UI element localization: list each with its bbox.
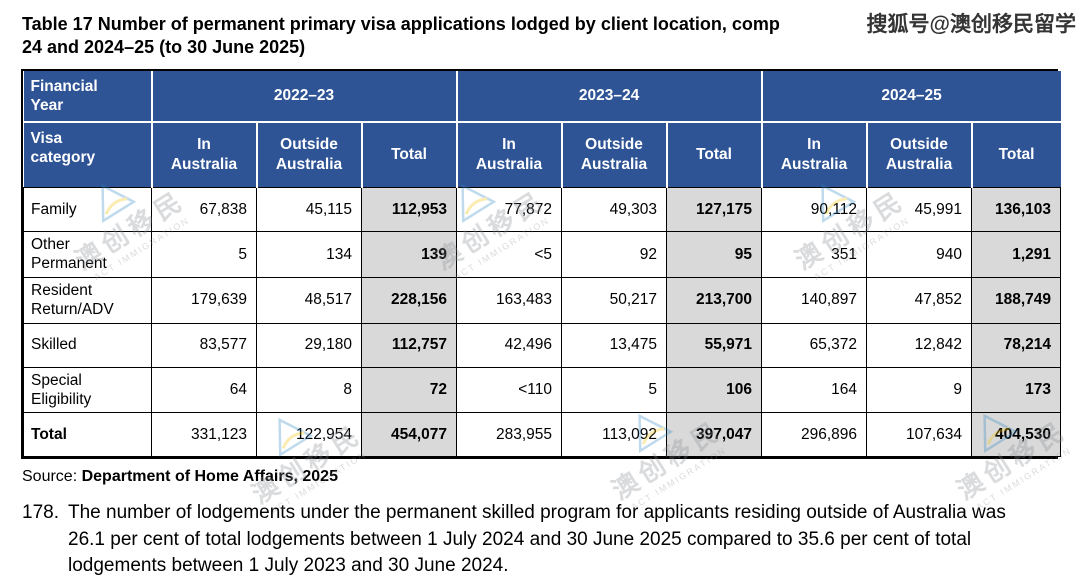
data-cell: 12,842 [866, 322, 973, 368]
data-cell-total: 95 [666, 231, 763, 278]
data-cell: 164 [761, 366, 868, 414]
data-cell: 49,303 [561, 187, 668, 233]
data-cell: 179,639 [151, 276, 257, 324]
data-cell: 13,475 [561, 322, 668, 368]
data-cell-total: 55,971 [666, 322, 763, 368]
paragraph-number: 178. [22, 502, 59, 524]
header-in-australia-2022: In Australia [150, 121, 257, 188]
data-cell: <5 [456, 231, 563, 278]
header-visa-category: Visa category [23, 121, 152, 188]
data-cell: 45,991 [866, 187, 973, 233]
data-cell: 77,872 [456, 187, 563, 233]
header-row-columns: Visa category In Australia Outside Austr… [23, 121, 1061, 188]
data-cell: 113,092 [561, 412, 668, 458]
data-cell: 283,955 [456, 412, 563, 458]
table-row-resident-return: Resident Return/ADV 179,639 48,517 228,1… [23, 276, 1062, 324]
data-cell: 5 [151, 231, 257, 278]
header-total-2023: Total [665, 121, 762, 188]
header-year-2022-23: 2022–23 [150, 70, 457, 123]
data-cell: 140,897 [761, 276, 868, 324]
data-cell: 90,112 [761, 187, 868, 233]
data-cell-total: 72 [360, 366, 458, 414]
row-label: Skilled [23, 322, 152, 368]
data-cell-total: 127,175 [666, 187, 763, 233]
visa-table-wrapper: Financial Year 2022–23 2023–24 2024–25 V… [21, 68, 1062, 460]
data-cell-total: 213,700 [666, 276, 763, 324]
data-cell-total: 106 [666, 366, 763, 414]
data-cell: 940 [866, 231, 973, 278]
source-prefix: Source: [22, 468, 78, 486]
table-row-other-permanent: Other Permanent 5 134 139 <5 92 95 351 9… [23, 231, 1062, 278]
data-cell: 134 [256, 231, 362, 278]
data-cell-total: 112,953 [360, 187, 458, 233]
data-cell: 5 [561, 366, 668, 414]
table-row-total: Total 331,123 122,954 454,077 283,955 11… [23, 412, 1062, 458]
data-cell-total: 404,530 [971, 412, 1062, 458]
visa-applications-table: Financial Year 2022–23 2023–24 2024–25 V… [23, 70, 1062, 458]
data-cell: 92 [561, 231, 668, 278]
data-cell-total: 228,156 [360, 276, 458, 324]
data-cell: 65,372 [761, 322, 868, 368]
header-outside-australia-2022: Outside Australia [255, 121, 362, 188]
header-row-years: Financial Year 2022–23 2023–24 2024–25 [23, 70, 1061, 123]
data-cell: 351 [761, 231, 868, 278]
data-cell: 331,123 [151, 412, 257, 458]
header-outside-australia-2023: Outside Australia [560, 121, 667, 188]
table-row-special-eligibility: Special Eligibility 64 8 72 <110 5 106 1… [23, 366, 1062, 414]
table-title-line2: 24 and 2024–25 (to 30 June 2025) [22, 37, 306, 58]
header-total-2022: Total [360, 121, 457, 188]
data-cell: 42,496 [456, 322, 563, 368]
header-in-australia-2024: In Australia [760, 121, 867, 188]
data-cell: 64 [151, 366, 257, 414]
data-cell-total: 136,103 [971, 187, 1062, 233]
row-label: Family [23, 187, 152, 233]
data-cell: 107,634 [866, 412, 973, 458]
table-row-skilled: Skilled 83,577 29,180 112,757 42,496 13,… [23, 322, 1062, 368]
header-outside-australia-2024: Outside Australia [865, 121, 972, 188]
data-cell: 47,852 [866, 276, 973, 324]
data-cell: <110 [456, 366, 563, 414]
paragraph-text: The number of lodgements under the perma… [68, 502, 1006, 576]
data-cell-total: 173 [971, 366, 1062, 414]
data-cell: 83,577 [151, 322, 257, 368]
paragraph-178: 178. The number of lodgements under the … [22, 500, 1058, 579]
data-cell: 296,896 [761, 412, 868, 458]
data-cell-total: 78,214 [971, 322, 1062, 368]
header-year-2024-25: 2024–25 [760, 70, 1061, 123]
data-cell-total: 112,757 [360, 322, 458, 368]
data-cell-total: 139 [360, 231, 458, 278]
row-label: Total [23, 412, 152, 458]
data-cell-total: 454,077 [360, 412, 458, 458]
data-cell: 8 [256, 366, 362, 414]
data-cell: 122,954 [256, 412, 362, 458]
data-cell: 9 [866, 366, 973, 414]
table-title-line1: Table 17 Number of permanent primary vis… [22, 14, 780, 34]
data-cell: 29,180 [256, 322, 362, 368]
row-label: Special Eligibility [23, 366, 152, 414]
data-cell: 50,217 [561, 276, 668, 324]
header-total-2024: Total [970, 121, 1061, 188]
document-page: Table 17 Number of permanent primary vis… [21, 13, 1062, 576]
source-line: Source: Department of Home Affairs, 2025 [22, 468, 1058, 486]
data-cell: 163,483 [456, 276, 563, 324]
row-label: Other Permanent [23, 231, 152, 278]
header-in-australia-2023: In Australia [455, 121, 562, 188]
data-cell: 45,115 [256, 187, 362, 233]
header-year-2023-24: 2023–24 [455, 70, 762, 123]
header-financial-year: Financial Year [23, 70, 152, 123]
data-cell-total: 188,749 [971, 276, 1062, 324]
data-cell: 48,517 [256, 276, 362, 324]
data-cell-total: 397,047 [666, 412, 763, 458]
table-row-family: Family 67,838 45,115 112,953 77,872 49,3… [23, 187, 1062, 233]
data-cell: 67,838 [151, 187, 257, 233]
source-text: Department of Home Affairs, 2025 [81, 468, 338, 486]
row-label: Resident Return/ADV [23, 276, 152, 324]
data-cell-total: 1,291 [971, 231, 1062, 278]
table-title: Table 17 Number of permanent primary vis… [22, 13, 1022, 60]
